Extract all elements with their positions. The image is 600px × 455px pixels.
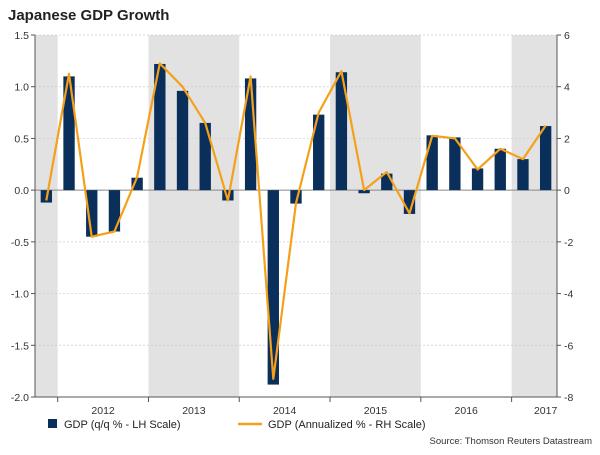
- bar-2015Q1: [335, 72, 348, 191]
- bar-2016Q1: [426, 135, 438, 191]
- right-tick-label-3: -2: [564, 237, 573, 249]
- bar-series: [40, 63, 552, 385]
- left-tick-label-5: 0.5: [14, 133, 29, 145]
- left-tick-label-2: -1.0: [11, 289, 29, 301]
- bar-2015Q4: [403, 190, 416, 214]
- left-tick-label-4: 0.0: [14, 185, 29, 197]
- source-note: Source: Thomson Reuters Datastream: [430, 436, 593, 447]
- x-year-label-2012: 2012: [91, 405, 115, 417]
- right-tick-label-7: 6: [564, 30, 570, 42]
- x-year-label-2016: 2016: [455, 405, 479, 417]
- left-tick-label-0: -2.0: [11, 392, 29, 404]
- bar-2016Q4: [494, 148, 506, 191]
- right-tick-label-5: 2: [564, 133, 570, 145]
- right-axis-ticks: -8 -6 -4 -2 0 2 4 6: [557, 30, 573, 404]
- x-year-label-2013: 2013: [182, 405, 206, 417]
- x-year-label-2017: 2017: [534, 405, 558, 417]
- bar-2012Q1: [63, 76, 75, 191]
- bar-2014Q1: [244, 78, 257, 191]
- right-tick-label-2: -4: [564, 289, 573, 301]
- bar-2017Q2: [539, 126, 552, 191]
- right-tick-label-4: 0: [564, 185, 570, 197]
- shaded-band-0: [35, 35, 58, 397]
- bar-2014Q3: [290, 190, 302, 204]
- x-year-label-2015: 2015: [364, 405, 388, 417]
- x-axis-year-labels: 2012 2013 2014 2015 2016 2017: [57, 397, 558, 417]
- left-tick-label-7: 1.5: [14, 30, 29, 42]
- bar-2014Q4: [313, 114, 325, 191]
- x-year-label-2014: 2014: [273, 405, 297, 417]
- legend-line-label: GDP (Annualized % - RH Scale): [268, 419, 426, 431]
- shaded-band-3: [511, 35, 557, 397]
- bar-2014Q2: [267, 190, 279, 385]
- bar-2016Q2: [449, 137, 461, 191]
- chart-title: Japanese GDP Growth: [8, 7, 169, 24]
- bar-2015Q3: [381, 173, 393, 191]
- bar-2016Q3: [471, 168, 484, 191]
- right-tick-label-1: -6: [564, 340, 573, 352]
- axes: [34, 35, 558, 398]
- legend: GDP (q/q % - LH Scale) GDP (Annualized %…: [48, 419, 426, 431]
- right-tick-label-6: 4: [564, 82, 570, 94]
- line-series: [45, 62, 547, 380]
- left-tick-label-6: 1.0: [14, 82, 29, 94]
- bar-2012Q2: [86, 190, 98, 237]
- left-tick-label-1: -1.5: [11, 340, 29, 352]
- legend-bar-swatch: [48, 419, 57, 428]
- bar-2013Q2: [176, 90, 189, 191]
- bar-2012Q4: [131, 177, 143, 191]
- bar-2015Q2: [358, 190, 370, 194]
- bar-2012Q3: [108, 190, 121, 232]
- bar-2013Q3: [199, 122, 211, 191]
- annualized-line: [45, 62, 547, 380]
- left-axis-ticks: -2.0 -1.5 -1.0 -0.5 0.0 0.5 1.0 1.5: [11, 30, 35, 404]
- right-tick-label-0: -8: [564, 392, 573, 404]
- left-tick-label-3: -0.5: [11, 237, 29, 249]
- legend-bar-label: GDP (q/q % - LH Scale): [64, 419, 181, 431]
- bar-2013Q1: [154, 63, 166, 191]
- bar-2017Q1: [517, 159, 529, 191]
- shaded-year-bands: [35, 35, 557, 397]
